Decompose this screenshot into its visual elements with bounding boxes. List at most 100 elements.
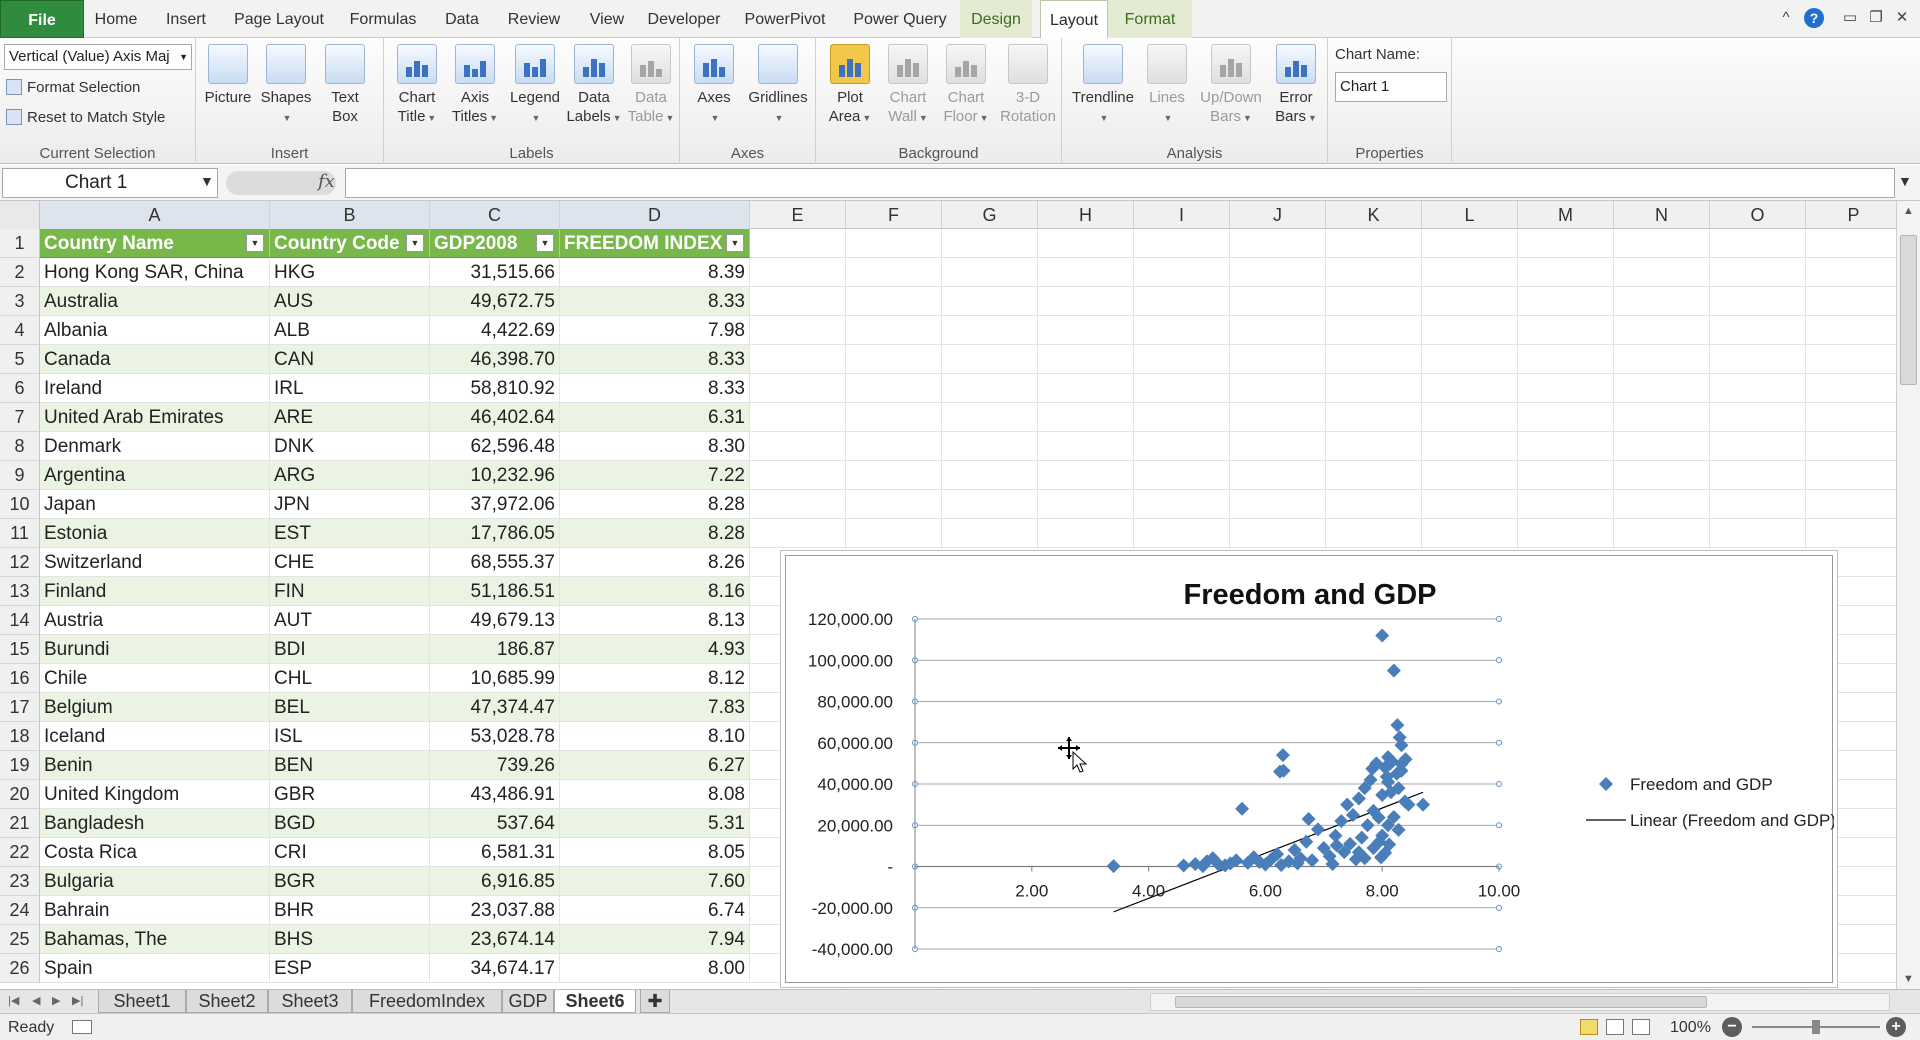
table-cell[interactable]: BGR	[270, 867, 430, 896]
table-cell[interactable]: AUT	[270, 606, 430, 635]
data-point[interactable]	[1381, 750, 1396, 765]
x-axis[interactable]: 2.00 4.00 6.00 8.00 10.00	[915, 865, 1520, 901]
sheet-tab-sheet1[interactable]: Sheet1	[98, 990, 186, 1013]
table-cell[interactable]: Burundi	[40, 635, 270, 664]
data-point[interactable]	[1287, 843, 1302, 857]
table-cell[interactable]: 7.60	[560, 867, 750, 896]
table-cell[interactable]: 53,028.78	[430, 722, 560, 751]
data-point[interactable]	[1394, 738, 1409, 753]
table-cell[interactable]: 43,486.91	[430, 780, 560, 809]
data-point[interactable]	[1176, 858, 1191, 873]
table-cell[interactable]: 8.12	[560, 664, 750, 693]
row-header[interactable]: 2	[0, 258, 40, 287]
data-point[interactable]	[1351, 791, 1366, 806]
table-cell[interactable]: BHS	[270, 925, 430, 954]
error-bars-button[interactable]: Error Bars ▼	[1268, 44, 1324, 128]
table-cell[interactable]: Iceland	[40, 722, 270, 751]
axes-button[interactable]: Axes ▼	[686, 44, 742, 128]
data-point[interactable]	[1106, 859, 1121, 874]
minimize-ribbon-icon[interactable]: ^	[1782, 9, 1790, 26]
table-cell[interactable]: CHE	[270, 548, 430, 577]
table-header-cell[interactable]: Country Name	[40, 229, 270, 258]
data-point[interactable]	[1375, 828, 1390, 843]
table-cell[interactable]: 8.30	[560, 432, 750, 461]
table-cell[interactable]: 31,515.66	[430, 258, 560, 287]
table-cell[interactable]: Benin	[40, 751, 270, 780]
picture-button[interactable]: Picture	[204, 44, 252, 107]
data-point[interactable]	[1340, 797, 1355, 812]
filter-dropdown-icon[interactable]: ▼	[246, 234, 264, 252]
row-header[interactable]: 17	[0, 693, 40, 722]
table-cell[interactable]: 23,674.14	[430, 925, 560, 954]
table-cell[interactable]: 8.26	[560, 548, 750, 577]
table-cell[interactable]: 17,786.05	[430, 519, 560, 548]
table-cell[interactable]: 8.16	[560, 577, 750, 606]
table-cell[interactable]: Denmark	[40, 432, 270, 461]
legend-entry-series[interactable]: Freedom and GDP	[1630, 775, 1773, 794]
ribbon-tab-power-query[interactable]: Power Query	[853, 11, 947, 28]
data-point[interactable]	[1325, 857, 1340, 872]
first-sheet-icon[interactable]: |◀	[8, 995, 20, 1007]
data-point[interactable]	[1392, 730, 1407, 745]
table-cell[interactable]: 7.98	[560, 316, 750, 345]
axis-titles-button[interactable]: Axis Titles ▼	[448, 44, 502, 128]
data-point[interactable]	[1366, 803, 1381, 818]
gridline-handle[interactable]	[1496, 739, 1502, 746]
table-cell[interactable]: 186.87	[430, 635, 560, 664]
data-point[interactable]	[1378, 760, 1393, 775]
column-header-k[interactable]: K	[1326, 201, 1422, 229]
column-header-e[interactable]: E	[750, 201, 846, 229]
table-cell[interactable]: Spain	[40, 954, 270, 983]
table-cell[interactable]: 8.05	[560, 838, 750, 867]
page-break-view-icon[interactable]	[1632, 1019, 1650, 1035]
table-cell[interactable]: 4,422.69	[430, 316, 560, 345]
table-cell[interactable]: 8.33	[560, 374, 750, 403]
table-cell[interactable]: Japan	[40, 490, 270, 519]
column-header-a[interactable]: A	[40, 201, 270, 229]
row-header[interactable]: 15	[0, 635, 40, 664]
table-cell[interactable]: DNK	[270, 432, 430, 461]
row-header[interactable]: 16	[0, 664, 40, 693]
ribbon-tab-formulas[interactable]: Formulas	[349, 11, 417, 28]
table-cell[interactable]: 5.31	[560, 809, 750, 838]
next-sheet-icon[interactable]: ▶	[52, 995, 61, 1007]
column-header-p[interactable]: P	[1806, 201, 1896, 229]
table-cell[interactable]: Switzerland	[40, 548, 270, 577]
column-header-c[interactable]: C	[430, 201, 560, 229]
table-cell[interactable]: 7.22	[560, 461, 750, 490]
data-point[interactable]	[1310, 822, 1325, 837]
table-cell[interactable]: 8.33	[560, 287, 750, 316]
data-point[interactable]	[1348, 852, 1363, 867]
row-header[interactable]: 4	[0, 316, 40, 345]
chart-legend[interactable]: Freedom and GDP Linear (Freedom and GDP)	[1586, 775, 1834, 830]
table-cell[interactable]: 49,679.13	[430, 606, 560, 635]
table-cell[interactable]: 46,398.70	[430, 345, 560, 374]
ribbon-tab-file[interactable]: File	[0, 0, 84, 38]
row-header[interactable]: 23	[0, 867, 40, 896]
row-header[interactable]: 14	[0, 606, 40, 635]
ribbon-tab-view[interactable]: View	[589, 11, 625, 28]
expand-formula-bar-icon[interactable]: ▼	[1898, 173, 1912, 189]
scroll-down-icon[interactable]: ▼	[1903, 973, 1914, 985]
table-cell[interactable]: 47,374.47	[430, 693, 560, 722]
data-point[interactable]	[1329, 838, 1344, 853]
table-cell[interactable]: CAN	[270, 345, 430, 374]
normal-view-icon[interactable]	[1580, 1019, 1598, 1035]
record-macro-icon[interactable]	[72, 1020, 92, 1034]
ribbon-tab-insert[interactable]: Insert	[165, 11, 206, 28]
data-point[interactable]	[1346, 807, 1360, 822]
data-point[interactable]	[1290, 856, 1305, 871]
row-header[interactable]: 21	[0, 809, 40, 838]
table-cell[interactable]: 8.28	[560, 519, 750, 548]
table-cell[interactable]: 58,810.92	[430, 374, 560, 403]
chart-title[interactable]: Freedom and GDP	[1184, 579, 1437, 611]
table-cell[interactable]: 7.83	[560, 693, 750, 722]
data-point[interactable]	[1270, 847, 1285, 862]
formula-bar-splitter[interactable]	[226, 171, 336, 195]
data-point[interactable]	[1366, 840, 1381, 855]
table-cell[interactable]: Canada	[40, 345, 270, 374]
name-box[interactable]: Chart 1	[2, 168, 218, 198]
table-cell[interactable]: HKG	[270, 258, 430, 287]
data-point[interactable]	[1391, 822, 1406, 837]
table-cell[interactable]: Argentina	[40, 461, 270, 490]
